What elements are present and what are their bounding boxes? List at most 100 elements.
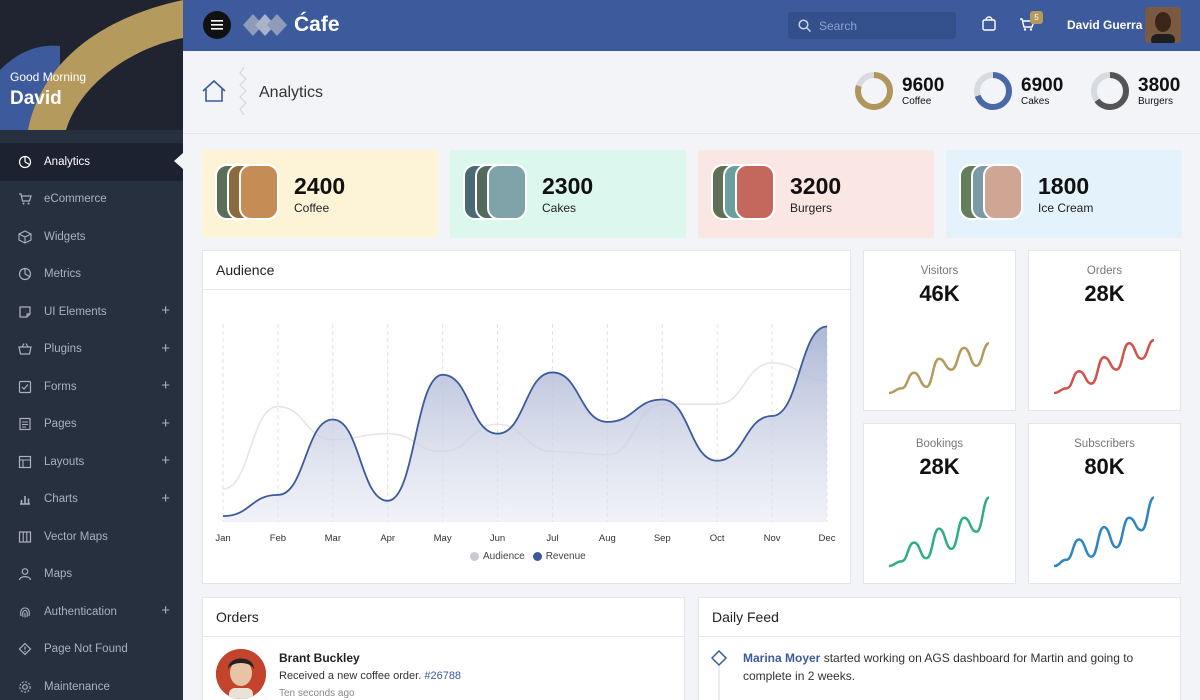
sidebar-item-label: Forms bbox=[44, 380, 77, 393]
checkbox-icon bbox=[18, 380, 32, 394]
feed-user-name[interactable]: Marina Moyer bbox=[743, 651, 821, 665]
x-tick-label: Mar bbox=[324, 533, 341, 544]
diamond-icon bbox=[711, 650, 728, 700]
mini-stat-title: Bookings bbox=[915, 438, 964, 450]
x-tick-label: Apr bbox=[380, 533, 396, 544]
expand-plus-icon[interactable]: + bbox=[161, 377, 170, 394]
stat-card-label: Cakes bbox=[542, 200, 577, 215]
sidebar-item-plugins[interactable]: Plugins + bbox=[0, 331, 183, 369]
expand-plus-icon[interactable]: + bbox=[161, 302, 170, 319]
avatar-picture bbox=[1145, 7, 1181, 43]
cart-icon bbox=[18, 192, 32, 206]
stat-card-ice-cream[interactable]: 1800 Ice Cream bbox=[946, 150, 1182, 238]
sidebar-item-label: Layouts bbox=[44, 455, 85, 468]
sparkline bbox=[889, 341, 989, 395]
menu-toggle-button[interactable] bbox=[203, 11, 231, 39]
mini-stat-title: Orders bbox=[1086, 265, 1123, 277]
warning-icon bbox=[18, 642, 32, 656]
sidebar-item-analytics[interactable]: Analytics bbox=[0, 143, 183, 181]
shopping-bag-icon[interactable] bbox=[982, 15, 996, 31]
stat-card-label: Coffee bbox=[294, 200, 330, 215]
sidebar-item-label: Plugins bbox=[44, 343, 82, 356]
search-input[interactable] bbox=[819, 18, 949, 33]
donut-stat-coffee: 9600 Coffee bbox=[853, 70, 944, 112]
document-icon bbox=[18, 417, 32, 431]
sidebar-item-page-not-found[interactable]: Page Not Found bbox=[0, 631, 183, 669]
logo-text[interactable]: Ćafe bbox=[294, 13, 340, 36]
bar-chart-icon bbox=[18, 492, 32, 506]
x-tick-label: Dec bbox=[818, 533, 836, 544]
sidebar: Good Morning David Analytics eCommerce Wid… bbox=[0, 0, 183, 700]
expand-plus-icon[interactable]: + bbox=[161, 452, 170, 469]
legend-revenue-label: Revenue bbox=[545, 551, 586, 562]
greeting: Good Morning bbox=[10, 70, 87, 84]
logo-icon[interactable] bbox=[243, 10, 291, 40]
audience-title: Audience bbox=[203, 251, 850, 290]
columns-icon bbox=[18, 530, 32, 544]
sidebar-item-charts[interactable]: Charts + bbox=[0, 481, 183, 519]
mini-stat-bookings[interactable]: Bookings 28K bbox=[863, 423, 1016, 584]
orders-title: Orders bbox=[203, 598, 684, 637]
sparkline bbox=[1054, 338, 1154, 395]
audience-chart bbox=[222, 324, 828, 522]
daily-feed-title: Daily Feed bbox=[699, 598, 1180, 637]
mini-stat-subscribers[interactable]: Subscribers 80K bbox=[1028, 423, 1181, 584]
x-tick-label: May bbox=[433, 533, 452, 544]
sidebar-item-ecommerce[interactable]: eCommerce bbox=[0, 181, 183, 219]
mini-stat-value: 46K bbox=[919, 281, 960, 306]
sidebar-item-layouts[interactable]: Layouts + bbox=[0, 443, 183, 481]
stat-card-value: 1800 bbox=[1038, 172, 1090, 199]
sidebar-item-label: Page Not Found bbox=[44, 643, 128, 656]
sidebar-item-label: Maintenance bbox=[44, 680, 110, 693]
legend-audience-swatch bbox=[470, 552, 479, 561]
sparkline bbox=[889, 496, 989, 568]
breadcrumb-divider bbox=[239, 67, 247, 115]
user-first-name: David bbox=[10, 88, 62, 109]
sidebar-item-label: Authentication bbox=[44, 605, 117, 618]
sidebar-item-widgets[interactable]: Widgets bbox=[0, 218, 183, 256]
stat-card-images bbox=[463, 164, 535, 224]
expand-plus-icon[interactable]: + bbox=[161, 489, 170, 507]
sidebar-item-maps[interactable]: Maps bbox=[0, 556, 183, 594]
donut-ring bbox=[1091, 72, 1129, 110]
top-bar: Ćafe 5 David Guerra bbox=[183, 0, 1200, 51]
expand-plus-icon[interactable]: + bbox=[161, 602, 170, 619]
stat-card-burgers[interactable]: 3200 Burgers bbox=[698, 150, 934, 238]
feed-item-text: Marina Moyer started working on AGS dash… bbox=[743, 649, 1163, 685]
donut-label: Cakes bbox=[1021, 95, 1050, 107]
sidebar-item-pages[interactable]: Pages + bbox=[0, 406, 183, 444]
mini-stat-title: Visitors bbox=[920, 265, 959, 277]
cart-count-badge: 5 bbox=[1030, 11, 1043, 24]
order-text: Received a new coffee order. bbox=[279, 670, 422, 682]
order-id-link[interactable]: #26788 bbox=[424, 670, 462, 682]
stat-card-coffee[interactable]: 2400 Coffee bbox=[202, 150, 438, 238]
pie-chart-icon bbox=[18, 155, 32, 169]
donut-value: 3800 bbox=[1138, 74, 1181, 96]
series-revenue-area bbox=[223, 326, 827, 522]
mini-stat-orders[interactable]: Orders 28K bbox=[1028, 250, 1181, 411]
expand-plus-icon[interactable]: + bbox=[161, 414, 170, 432]
hamburger-icon bbox=[211, 20, 223, 30]
donut-stat-burgers: 3800 Burgers bbox=[1089, 70, 1180, 112]
expand-plus-icon[interactable]: + bbox=[161, 339, 170, 357]
sidebar-item-ui-elements[interactable]: UI Elements + bbox=[0, 293, 183, 331]
sidebar-item-label: Metrics bbox=[44, 268, 82, 281]
sidebar-item-label: Widgets bbox=[44, 230, 86, 243]
feed-message: started working on AGS dashboard for Mar… bbox=[743, 651, 1134, 683]
stat-card-cakes[interactable]: 2300 Cakes bbox=[450, 150, 686, 238]
sidebar-item-metrics[interactable]: Metrics bbox=[0, 256, 183, 294]
sidebar-item-authentication[interactable]: Authentication + bbox=[0, 593, 183, 631]
page-header: Analytics 9600 Coffee 6900 Cakes 3800 Burgers bbox=[183, 51, 1200, 134]
user-name[interactable]: David Guerra bbox=[1067, 18, 1143, 32]
user-avatar[interactable] bbox=[1145, 7, 1181, 43]
search-box[interactable] bbox=[788, 12, 956, 39]
sidebar-hero: Good Morning David bbox=[0, 0, 183, 130]
sidebar-item-forms[interactable]: Forms + bbox=[0, 368, 183, 406]
sidebar-item-vector-maps[interactable]: Vector Maps bbox=[0, 518, 183, 556]
home-icon[interactable] bbox=[201, 79, 227, 103]
layout-icon bbox=[18, 455, 32, 469]
mini-stat-visitors[interactable]: Visitors 46K bbox=[863, 250, 1016, 411]
x-tick-label: Jun bbox=[489, 533, 506, 544]
page-title: Analytics bbox=[259, 84, 324, 101]
sidebar-item-maintenance[interactable]: Maintenance bbox=[0, 668, 183, 700]
